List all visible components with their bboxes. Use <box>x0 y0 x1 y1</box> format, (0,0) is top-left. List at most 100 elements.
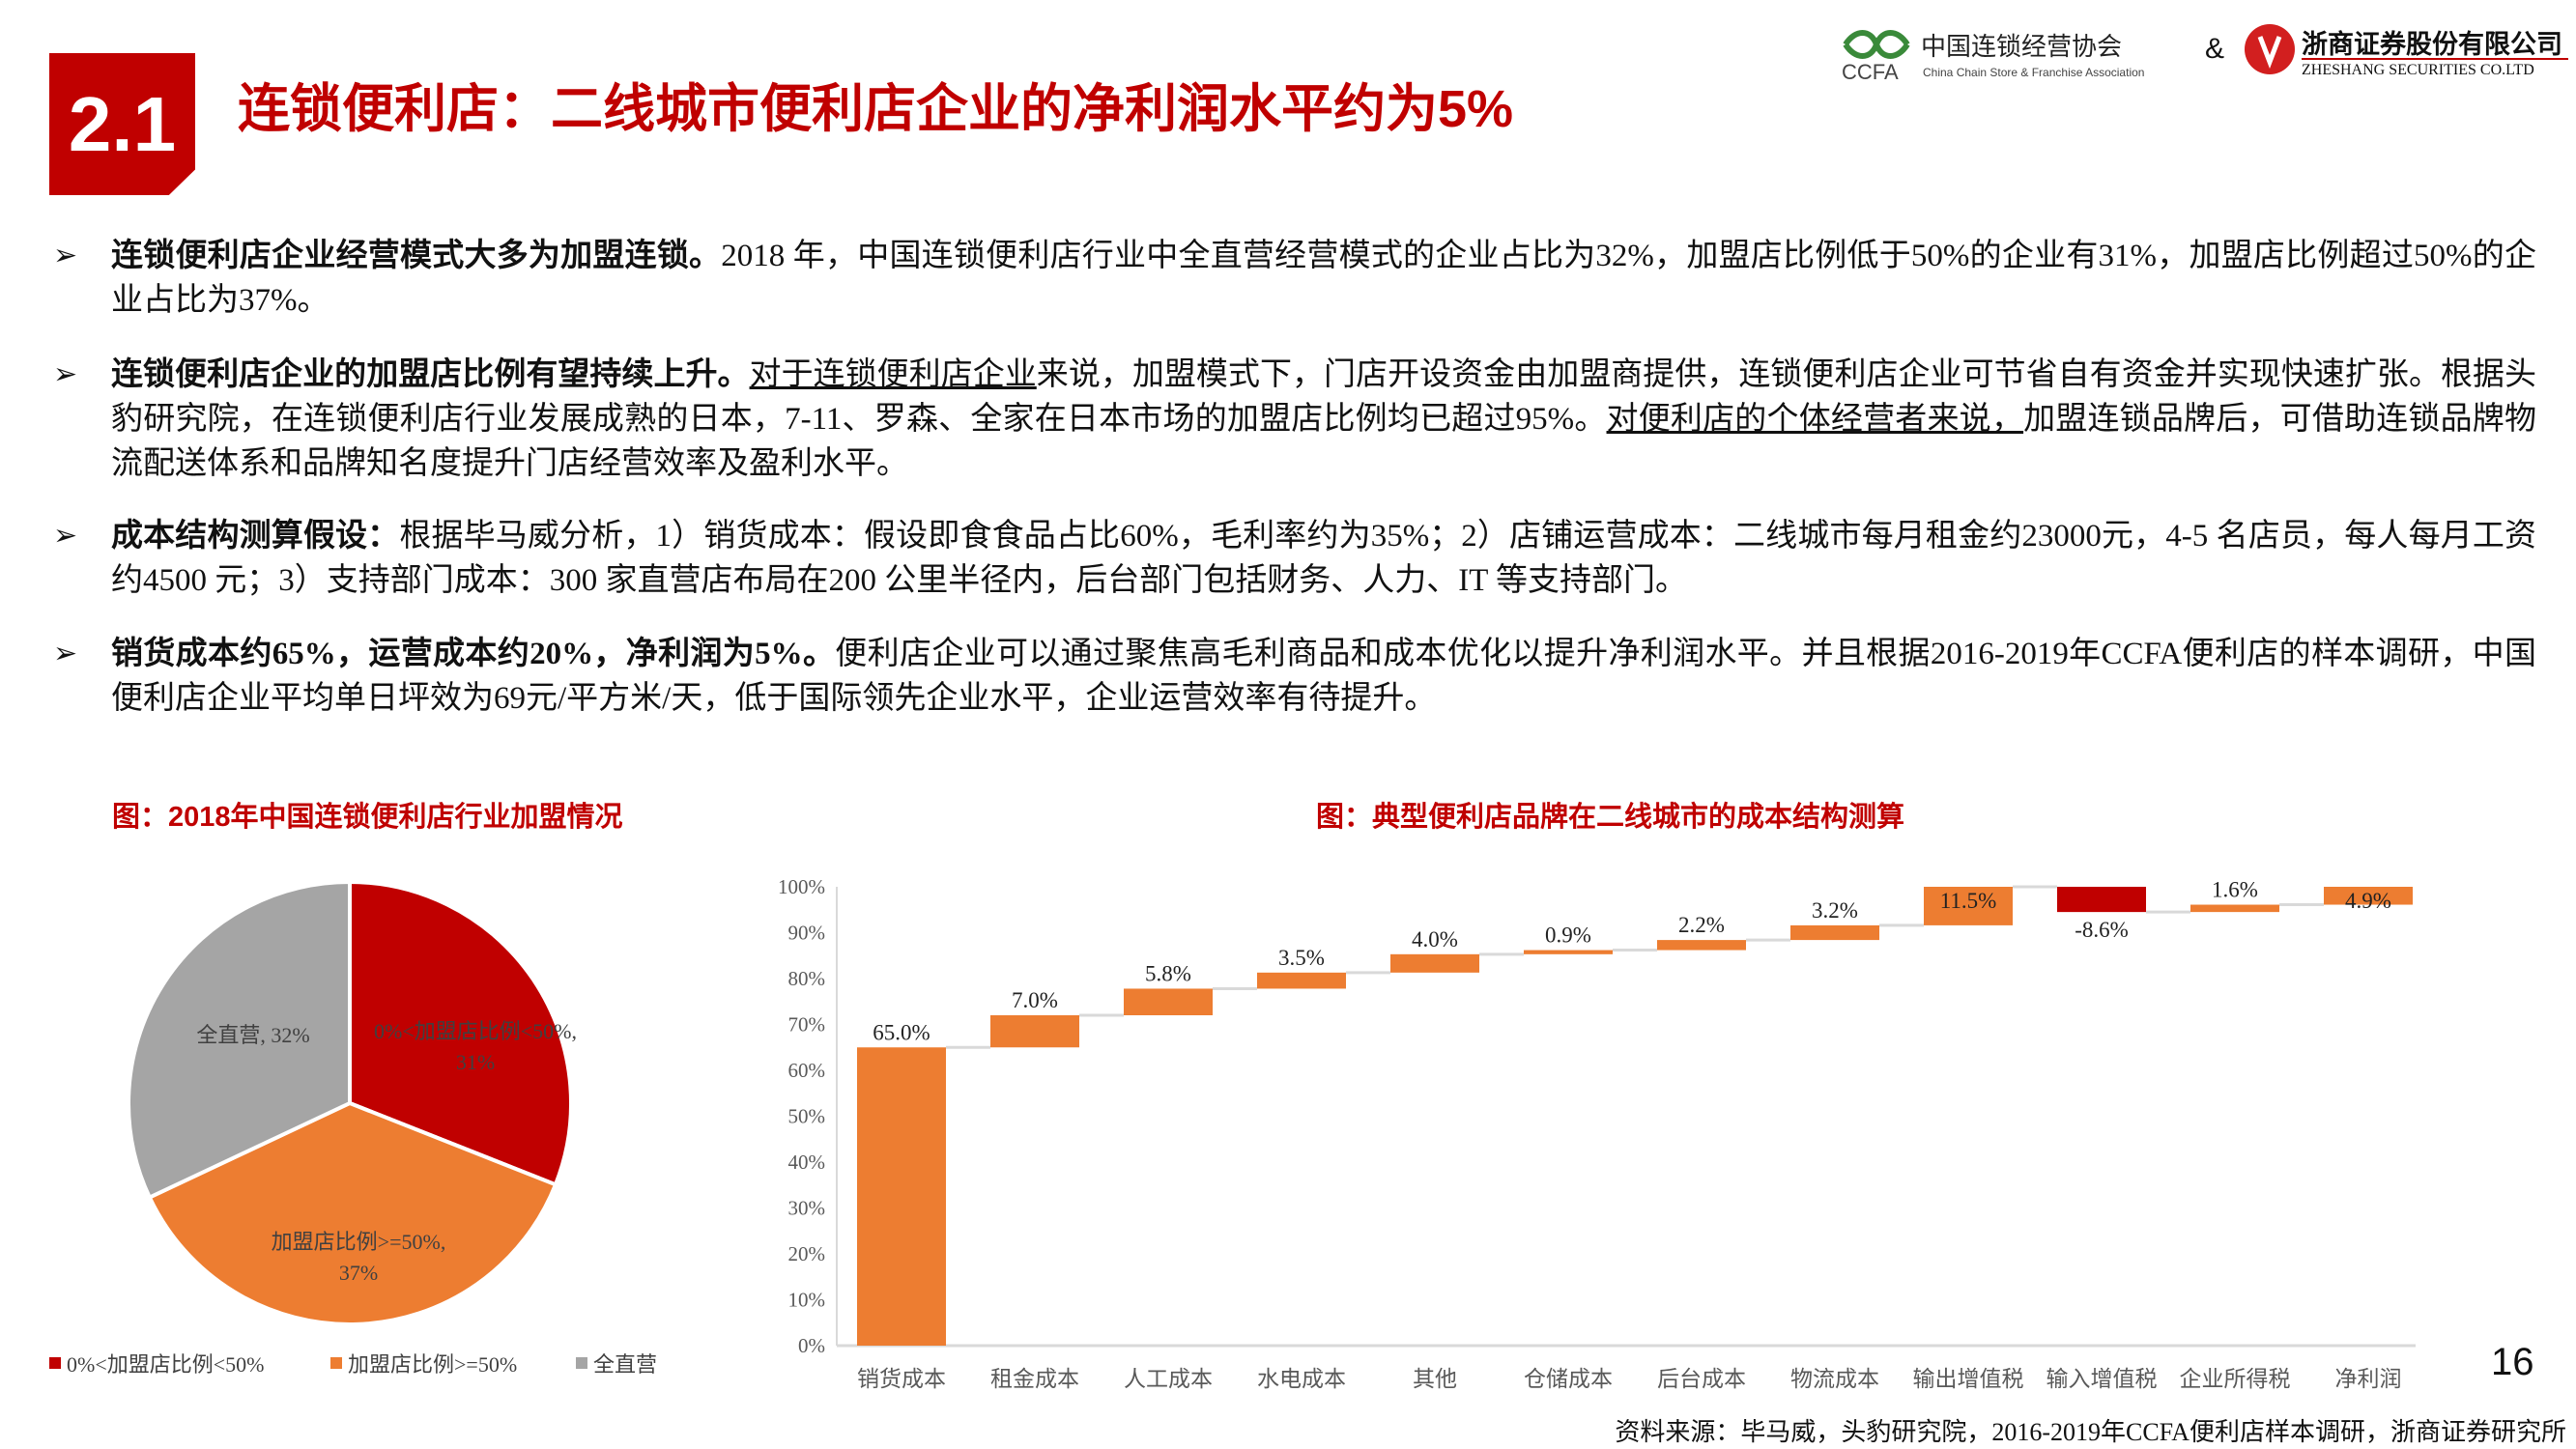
zheshang-name-cn: 浙商证券股份有限公司 <box>2302 30 2562 60</box>
data-label: 5.8% <box>1145 961 1191 985</box>
x-category-label: 企业所得税 <box>2180 1367 2291 1391</box>
section-number-badge: 2.1 <box>49 53 195 195</box>
waterfall-chart: 0% 10% 20% 30% 40% 50% 60% 70% 80% 90% 100% 65.0% 销货… <box>778 875 2416 1391</box>
ccfa-logo: CCFA 中国连锁经营协会 China Chain Store & Franch… <box>1842 27 2190 84</box>
x-category-label: 其他 <box>1413 1367 1457 1391</box>
data-label: 11.5% <box>1940 889 1997 913</box>
waterfall-bar <box>1657 940 1746 951</box>
body-text: 2018 年，中国连锁便利店行业中全直营经营模式的企业占比为32%，加盟店比例低… <box>111 239 2537 318</box>
waterfall-bar <box>1924 887 2013 925</box>
x-category-label: 后台成本 <box>1657 1367 1746 1391</box>
arrow-bullet-icon: ➢ <box>53 520 78 552</box>
y-tick-label: 10% <box>788 1289 826 1312</box>
waterfall-bar <box>857 1047 946 1346</box>
data-label: 0.9% <box>1545 923 1591 948</box>
bullet-paragraph: ➢ 连锁便利店企业经营模式大多为加盟连锁。2018 年，中国连锁便利店行业中全直营… <box>53 234 2536 323</box>
bullet-paragraph: ➢ 销货成本约65%，运营成本约20%，净利润为5%。便利店企业可以通过聚焦高毛利… <box>53 632 2536 721</box>
y-tick-label: 80% <box>788 967 826 990</box>
pie-chart <box>127 879 573 1326</box>
body-text: 根据毕马威分析，1）销货成本：假设即食食品占比60%，毛利率约为35%；2）店铺… <box>111 519 2537 598</box>
legend-swatch <box>576 1357 587 1369</box>
bold-lead-text: 销货成本约65%，运营成本约20%，净利润为5%。 <box>111 637 836 671</box>
bullet-paragraph: ➢ 连锁便利店企业的加盟店比例有望持续上升。对于连锁便利店企业来说，加盟模式下，门… <box>53 353 2536 486</box>
waterfall-bar <box>2057 887 2146 913</box>
waterfall-bar <box>1390 953 1479 973</box>
legend-swatch <box>49 1357 61 1369</box>
y-tick-label: 40% <box>788 1151 826 1174</box>
x-category-label: 物流成本 <box>1790 1367 1879 1391</box>
data-label: 4.0% <box>1412 927 1458 952</box>
data-label: -8.6% <box>2075 918 2129 942</box>
arrow-bullet-icon: ➢ <box>53 358 78 390</box>
bold-lead-text: 成本结构测算假设： <box>111 519 400 554</box>
pie-slice <box>348 879 573 1187</box>
arrow-bullet-icon: ➢ <box>53 638 78 669</box>
waterfall-bar <box>990 1015 1079 1048</box>
y-tick-label: 90% <box>788 922 826 945</box>
legend-item: 加盟店比例>=50% <box>330 1348 517 1378</box>
pie-chart-title: 图：2018年中国连锁便利店行业加盟情况 <box>112 802 623 833</box>
data-label: 2.2% <box>1678 913 1725 937</box>
waterfall-bar <box>1124 988 1213 1015</box>
zheshang-logo: 浙商证券股份有限公司 ZHESHANG SECURITIES CO.LTD <box>2244 23 2572 81</box>
ccfa-abbr: CCFA <box>1842 60 1899 84</box>
data-label: 7.0% <box>1012 988 1058 1012</box>
y-tick-label: 100% <box>778 875 825 898</box>
waterfall-bar <box>1524 950 1613 954</box>
pie-label-franchise-high: 加盟店比例>=50%, 37% <box>271 1230 446 1285</box>
paragraph-text: 成本结构测算假设：根据毕马威分析，1）销货成本：假设即食食品占比60%，毛利率约… <box>111 514 2536 603</box>
x-category-label: 输出增值税 <box>1913 1367 2024 1391</box>
legend-item: 全直营 <box>576 1348 657 1378</box>
page-title: 连锁便利店：二线城市便利店企业的净利润水平约为5% <box>238 80 1514 138</box>
paragraph-text: 连锁便利店企业经营模式大多为加盟连锁。2018 年，中国连锁便利店行业中全直营经… <box>111 234 2536 323</box>
body-text: 便利店企业可以通过聚焦高毛利商品和成本优化以提升净利润水平。并且根据2016-2… <box>111 637 2537 716</box>
logo-divider <box>2302 58 2568 60</box>
y-tick-label: 0% <box>798 1334 825 1357</box>
ccfa-name-en: China Chain Store & Franchise Associatio… <box>1923 66 2145 79</box>
x-category-label: 销货成本 <box>857 1367 946 1391</box>
data-label: 3.2% <box>1812 898 1858 923</box>
paragraph-text: 连锁便利店企业的加盟店比例有望持续上升。对于连锁便利店企业来说，加盟模式下，门店… <box>111 353 2536 486</box>
bold-lead-text: 连锁便利店企业的加盟店比例有望持续上升。 <box>111 357 750 392</box>
data-label: 4.9% <box>2345 889 2391 913</box>
x-category-label: 仓储成本 <box>1524 1367 1613 1391</box>
y-tick-label: 50% <box>788 1105 826 1128</box>
legend-swatch <box>330 1357 342 1369</box>
legend-item: 0%<加盟店比例<50% <box>49 1348 264 1378</box>
bold-lead-text: 连锁便利店企业经营模式大多为加盟连锁。 <box>111 239 722 273</box>
x-category-label: 人工成本 <box>1124 1367 1213 1391</box>
waterfall-bar <box>2324 887 2413 905</box>
waterfall-bar <box>1257 972 1346 989</box>
x-category-label: 租金成本 <box>990 1367 1079 1391</box>
source-note: 资料来源：毕马威，头豹研究院，2016-2019年CCFA便利店样本调研，浙商证… <box>1615 1418 2566 1446</box>
waterfall-chart-title: 图：典型便利店品牌在二线城市的成本结构测算 <box>1316 802 1905 833</box>
body-text: 加盟连锁品牌后，可借助连锁品牌物流配送体系和品牌知名度提升门店经营效率及盈利水平… <box>111 402 2537 481</box>
x-category-label: 净利润 <box>2335 1367 2402 1391</box>
x-category-label: 水电成本 <box>1257 1367 1346 1391</box>
pie-label-direct: 全直营, 32% <box>196 1023 310 1047</box>
data-label: 3.5% <box>1278 946 1325 970</box>
x-category-label: 输入增值税 <box>2046 1367 2158 1391</box>
paragraph-text: 销货成本约65%，运营成本约20%，净利润为5%。便利店企业可以通过聚焦高毛利商… <box>111 632 2536 721</box>
zheshang-emblem-icon <box>2245 24 2295 74</box>
bullet-paragraph: ➢ 成本结构测算假设：根据毕马威分析，1）销货成本：假设即食食品占比60%，毛利率… <box>53 514 2536 603</box>
pie-slice <box>147 1100 558 1326</box>
underlined-text: 对于连锁便利店企业 <box>749 357 1037 392</box>
arrow-bullet-icon: ➢ <box>53 240 78 271</box>
pie-slice <box>127 879 352 1201</box>
body-text: 来说，加盟模式下，门店开设资金由加盟商提供，连锁便利店企业可节省自有资金并实现快… <box>111 357 2537 437</box>
data-label: 1.6% <box>2212 878 2258 902</box>
y-tick-label: 30% <box>788 1197 826 1220</box>
y-tick-label: 70% <box>788 1013 826 1037</box>
y-tick-label: 20% <box>788 1242 826 1265</box>
ccfa-name-cn: 中国连锁经营协会 <box>1921 33 2123 62</box>
y-tick-label: 60% <box>788 1059 826 1082</box>
page-number: 16 <box>2491 1341 2534 1383</box>
data-label: 65.0% <box>873 1020 930 1044</box>
ccfa-emblem-icon <box>1843 30 1910 59</box>
pie-label-franchise-low: 0%<加盟店比例<50%, 31% <box>374 1019 577 1074</box>
waterfall-bar <box>2190 904 2279 913</box>
waterfall-bar <box>1790 924 1879 941</box>
underlined-text: 对便利店的个体经营者来说， <box>1606 402 2024 437</box>
zheshang-name-en: ZHESHANG SECURITIES CO.LTD <box>2302 62 2534 78</box>
